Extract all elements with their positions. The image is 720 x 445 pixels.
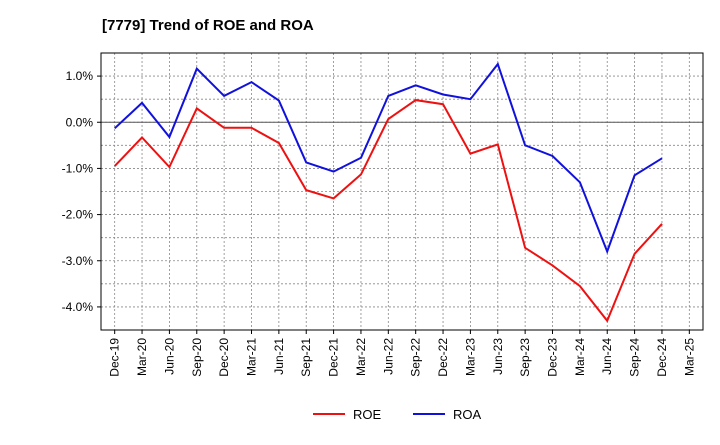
y-tick-label: -1.0% [62,161,94,175]
x-tick-label: Dec-20 [217,338,231,377]
y-tick-label: -4.0% [62,300,94,314]
x-tick-label: Sep-24 [628,338,642,377]
x-tick-label: Jun-21 [272,338,286,375]
x-tick-label: Jun-20 [162,338,176,375]
y-tick-label: 0.0% [66,115,94,129]
x-tick-label: Jun-22 [381,338,395,375]
x-tick-label: Mar-23 [463,338,477,376]
x-tick-label: Jun-24 [600,338,614,375]
legend-label-roe: ROE [353,407,382,422]
chart-title: [7779] Trend of ROE and ROA [102,17,314,34]
series-line-roa [114,62,663,255]
x-tick-label: Dec-19 [108,338,122,377]
x-tick-label: Mar-24 [573,338,587,376]
x-tick-label: Sep-21 [299,338,313,377]
plot-area [100,52,704,331]
x-axis: Dec-19 Mar-20 Jun-20 Sep-20 Dec-20 Mar-21 Jun-… [108,330,696,377]
x-tick-label: Sep-23 [518,338,532,377]
legend: ROE ROA [313,407,482,422]
x-tick-label: Sep-22 [409,338,423,377]
y-tick-label: -2.0% [62,208,94,222]
x-tick-label: Dec-24 [655,338,669,377]
x-tick-label: Jun-23 [491,338,505,375]
series-lines [113,62,663,323]
x-tick-label: Dec-23 [546,338,560,377]
legend-label-roa: ROA [453,407,482,422]
y-tick-label: 1.0% [66,69,94,83]
x-tick-label: Mar-25 [682,338,696,376]
x-tick-label: Sep-20 [190,338,204,377]
x-tick-label: Mar-22 [354,338,368,376]
y-axis: 1.0% 0.0% -1.0% -2.0% -3.0% -4.0% [62,69,101,314]
y-tick-label: -3.0% [62,254,94,268]
x-tick-label: Mar-21 [245,338,259,376]
grid [101,53,703,330]
x-tick-label: Dec-21 [327,338,341,377]
x-tick-label: Mar-20 [135,338,149,376]
series-line-roe [113,99,663,323]
x-tick-label: Dec-22 [436,338,450,377]
